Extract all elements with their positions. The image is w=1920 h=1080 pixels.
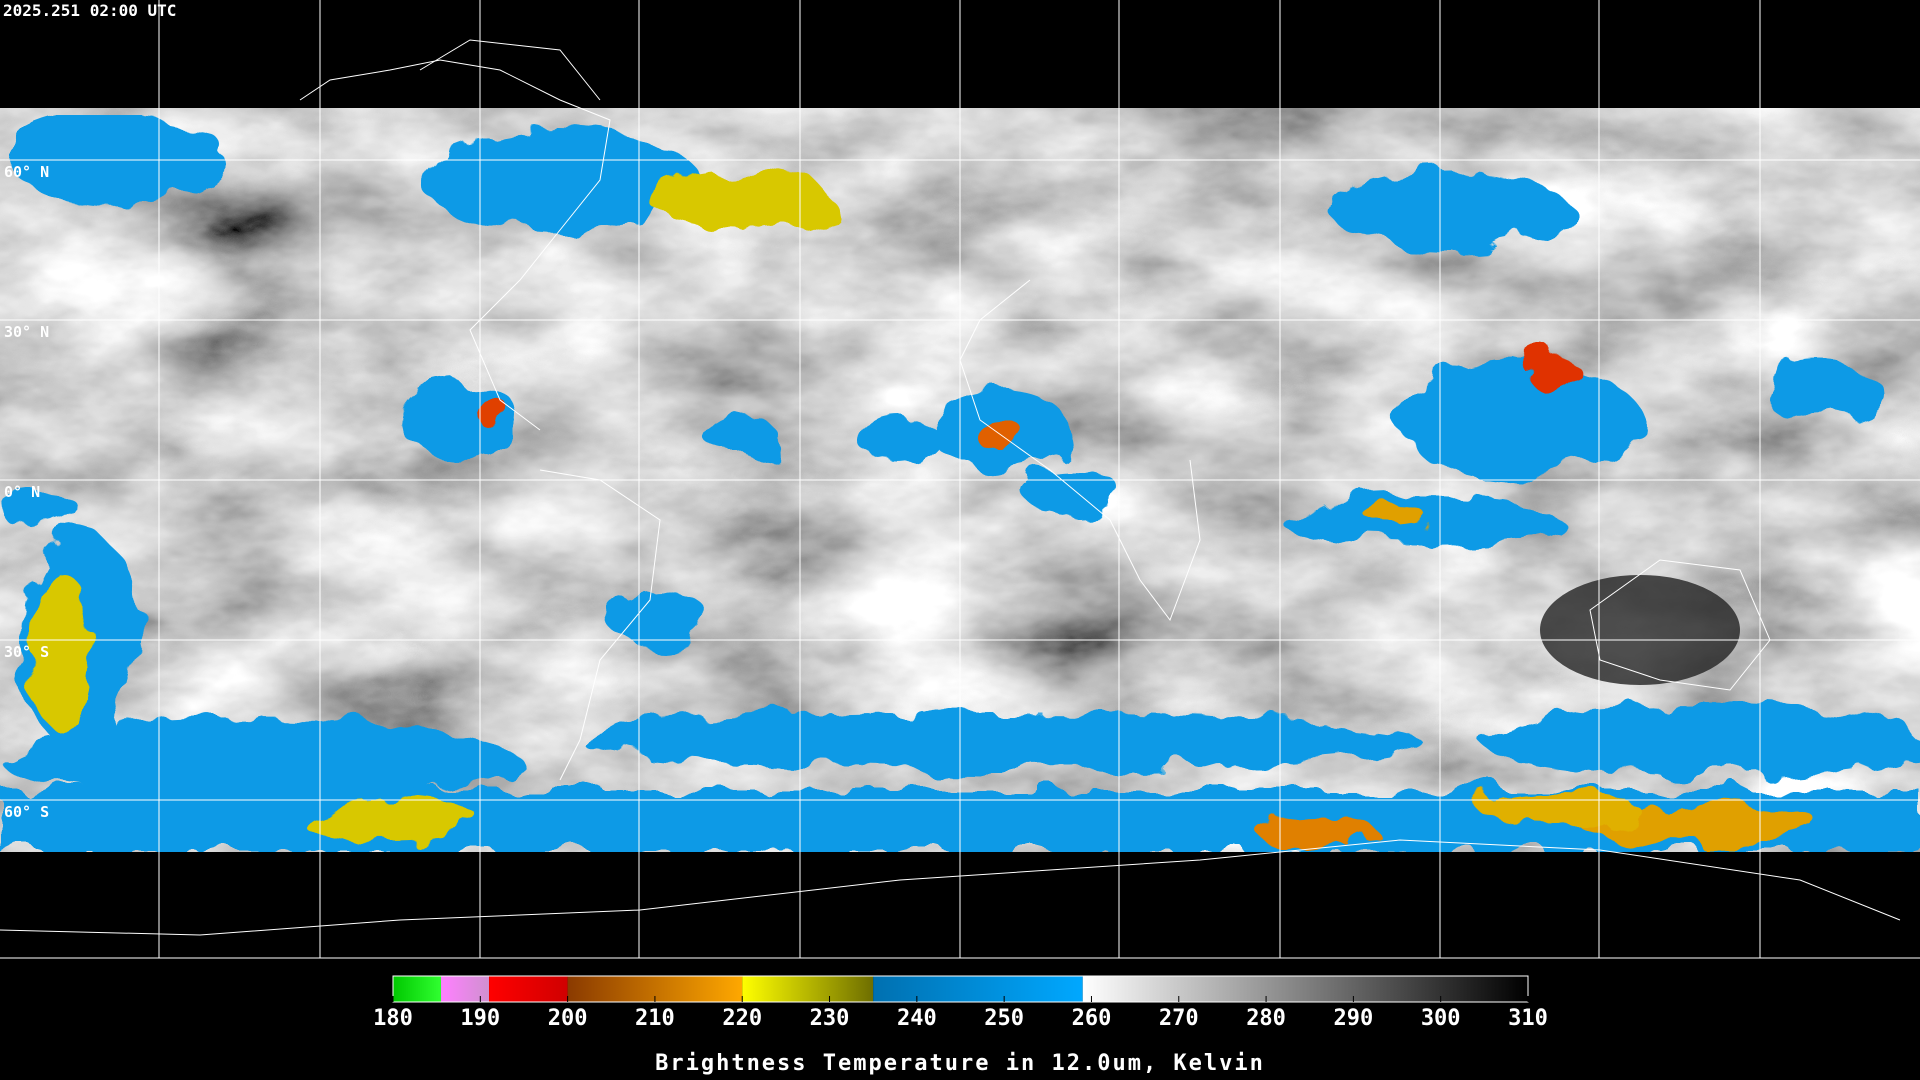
coastline — [1589, 559, 1771, 691]
colorbar-frame — [392, 975, 1529, 1003]
colorbar-tick-label: 210 — [635, 1006, 675, 1031]
colorbar-tick-label: 310 — [1508, 1006, 1548, 1031]
latitude-label: 0° N — [4, 483, 40, 501]
colorbar-segment — [873, 976, 1083, 1002]
timestamp: 2025.251 02:00 UTC — [3, 1, 176, 20]
latitude-label: 30° S — [4, 643, 49, 661]
coastline — [959, 279, 1201, 622]
colorbar-segment — [742, 976, 874, 1002]
colorbar-tick-label: 190 — [460, 1006, 500, 1031]
coastline — [419, 39, 601, 101]
colorbar-tick-label: 200 — [548, 1006, 588, 1031]
colorbar-title: Brightness Temperature in 12.0um, Kelvin — [655, 1051, 1265, 1076]
latitude-label: 30° N — [4, 323, 49, 341]
colorbar-tick-label: 220 — [722, 1006, 762, 1031]
colorbar-tick-label: 250 — [984, 1006, 1024, 1031]
coastline — [0, 839, 1901, 936]
colorbar-segment — [1082, 976, 1528, 1002]
colorbar-segment — [393, 976, 442, 1002]
colorbar-tick-label: 230 — [810, 1006, 850, 1031]
colorbar-tick-label: 260 — [1072, 1006, 1112, 1031]
coastlines — [0, 39, 1901, 936]
australia-warm-surface — [1540, 575, 1740, 685]
colorbar-segment — [489, 976, 568, 1002]
latitude-label: 60° S — [4, 803, 49, 821]
cold-cloud-tops — [0, 115, 1920, 852]
colorbar-tick-label: 240 — [897, 1006, 937, 1031]
latitude-label: 60° N — [4, 163, 49, 181]
colorbar-tick-label: 280 — [1246, 1006, 1286, 1031]
colorbar-tick-label: 290 — [1334, 1006, 1374, 1031]
colorbar-tick-label: 180 — [373, 1006, 413, 1031]
colorbar-segment — [441, 976, 490, 1002]
colorbar-tick-label: 270 — [1159, 1006, 1199, 1031]
coastline — [299, 59, 611, 431]
colorbar-tick-label: 300 — [1421, 1006, 1461, 1031]
